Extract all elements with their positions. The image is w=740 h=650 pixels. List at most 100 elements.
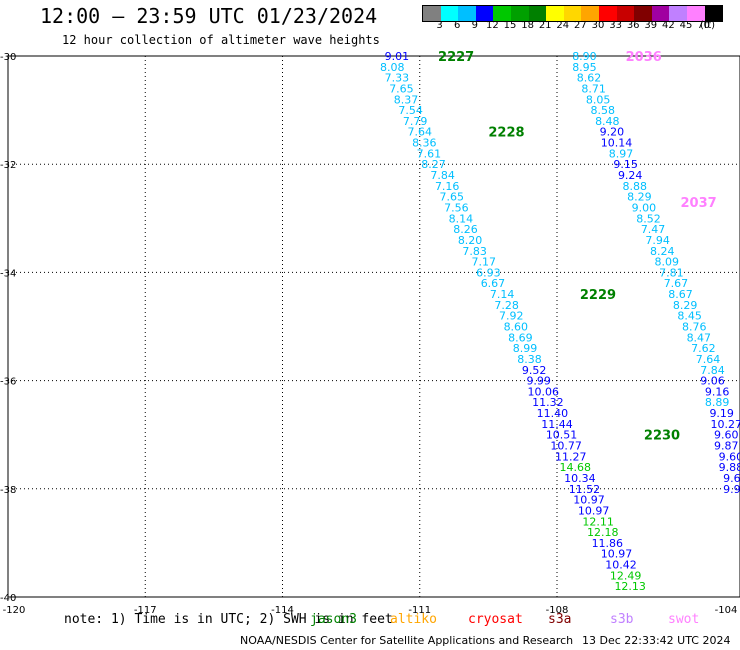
swh-value-label: 8.69 <box>508 331 533 344</box>
colorbar-unit: (ft) <box>700 20 716 31</box>
swh-value-label: 7.84 <box>430 169 455 182</box>
swh-value-label: 7.14 <box>490 288 515 301</box>
mission-legend-item: jason3 <box>310 612 357 627</box>
x-tick-label: -111 <box>408 605 431 616</box>
colorbar-tick-label: 15 <box>503 20 517 31</box>
swh-value-label: 8.26 <box>453 223 478 236</box>
swh-value-label: 7.94 <box>645 234 670 247</box>
swh-value-label: 8.97 <box>609 147 634 160</box>
swh-value-label: 8.99 <box>513 342 538 355</box>
colorbar-swatch <box>581 6 599 21</box>
swh-value-label: 12.13 <box>614 580 646 593</box>
swh-value-label: 9.99 <box>526 375 551 388</box>
swh-value-label: 7.16 <box>435 180 460 193</box>
colorbar-tick-label: 70 <box>697 20 710 31</box>
colorbar-tick-label: 33 <box>609 20 622 31</box>
y-tick-label: -38 <box>0 485 16 496</box>
swh-value-label: 8.08 <box>380 61 405 74</box>
y-tick-label: -34 <box>0 268 16 279</box>
pass-time-label: 2227 <box>438 50 474 65</box>
pass-time-label: 2037 <box>681 196 717 211</box>
colorbar-swatch <box>651 6 670 21</box>
swh-value-label: 8.37 <box>394 93 419 106</box>
swh-value-label: 12.49 <box>610 569 642 582</box>
y-tick-label: -30 <box>0 52 16 63</box>
swh-value-label: 7.17 <box>472 256 497 269</box>
y-tick-label: -36 <box>0 377 16 388</box>
swh-value-label: 8.09 <box>655 256 680 269</box>
swh-value-label: 6.67 <box>481 277 506 290</box>
swh-value-label: 8.58 <box>591 104 616 117</box>
swh-value-label: 8.45 <box>677 310 702 323</box>
chart-subtitle: 12 hour collection of altimeter wave hei… <box>62 33 380 47</box>
swh-value-label: 14.68 <box>560 461 592 474</box>
swh-value-label: 6.93 <box>476 266 501 279</box>
swh-value-label: 10.97 <box>601 548 633 561</box>
swh-value-label: 8.60 <box>504 321 529 334</box>
swh-value-label: 9.06 <box>700 375 725 388</box>
swh-value-label: 10.42 <box>605 559 637 572</box>
swh-value-label: 7.56 <box>444 201 469 214</box>
colorbar-swatch <box>440 6 459 21</box>
chart-title: 12:00 — 23:59 UTC 01/23/2024 <box>40 4 378 28</box>
swh-value-label: 8.67 <box>668 288 693 301</box>
swh-value-label: 8.29 <box>673 299 698 312</box>
colorbar-swatch <box>704 6 723 21</box>
x-tick-label: -114 <box>271 605 294 616</box>
swh-value-label: 10.06 <box>528 385 560 398</box>
x-tick-label: -117 <box>134 605 157 616</box>
swh-value-label: 8.20 <box>458 234 483 247</box>
swh-value-label: 8.29 <box>627 191 652 204</box>
swh-value-label: 11.32 <box>532 396 564 409</box>
swh-value-label: 8.14 <box>449 212 474 225</box>
colorbar-tick-label: 36 <box>626 20 640 31</box>
colorbar-tick-label: 9 <box>471 20 478 31</box>
swh-value-label: 7.47 <box>641 223 666 236</box>
swh-value-label: 8.90 <box>572 50 597 63</box>
swh-value-label: 7.61 <box>417 147 442 160</box>
swh-value-label: 8.47 <box>687 331 712 344</box>
colorbar-tick-label: 27 <box>574 20 587 31</box>
swh-value-label: 7.65 <box>440 191 465 204</box>
swh-value-label: 7.67 <box>664 277 689 290</box>
swh-value-label: 7.84 <box>700 364 725 377</box>
plot-frame <box>7 55 740 598</box>
mission-legend-item: swot <box>668 612 700 627</box>
swh-value-label: 12.11 <box>582 515 614 528</box>
colorbar-tick-label: 18 <box>521 20 534 31</box>
credit-footer: NOAA/NESDIS Center for Satellite Applica… <box>240 634 574 647</box>
swh-value-label: 9.60 <box>714 429 739 442</box>
swh-value-label: 7.92 <box>499 310 524 323</box>
swh-value-label: 8.36 <box>412 137 437 150</box>
colorbar-swatch <box>493 6 511 21</box>
swh-value-label: 9.00 <box>632 201 657 214</box>
colorbar-tick-label: 21 <box>538 20 552 31</box>
swh-value-label: 9.87 <box>714 440 739 453</box>
swh-value-label: 7.64 <box>408 126 433 139</box>
mission-legend-item: s3a <box>548 612 572 627</box>
colorbar-tick-label: 45 <box>679 20 693 31</box>
swh-value-label: 7.33 <box>385 72 410 85</box>
x-tick-label: -104 <box>715 605 738 616</box>
colorbar-swatch <box>634 6 652 21</box>
swh-value-label: 7.64 <box>696 353 721 366</box>
swh-value-label: 9.88 <box>719 461 740 474</box>
swh-value-label: 10.97 <box>573 494 605 507</box>
swh-value-label: 9.96 <box>723 483 740 496</box>
mission-legend-item: s3b <box>610 612 634 627</box>
swh-value-label: 10.97 <box>578 504 610 517</box>
swh-value-label: 9.15 <box>613 158 638 171</box>
swh-value-label: 11.40 <box>537 407 569 420</box>
swh-value-label: 7.54 <box>398 104 423 117</box>
swh-value-label: 11.27 <box>555 450 587 463</box>
swh-value-label: 9.19 <box>709 407 734 420</box>
colorbar-swatch <box>563 6 582 21</box>
colorbar-tick-label: 39 <box>644 20 658 31</box>
swh-value-label: 8.52 <box>636 212 661 225</box>
swh-value-label: 8.62 <box>577 72 602 85</box>
swh-value-label: 10.14 <box>601 137 633 150</box>
y-tick-label: -40 <box>0 593 16 604</box>
swh-value-label: 11.86 <box>592 537 624 550</box>
swh-value-label: 9.20 <box>600 126 625 139</box>
pass-time-label: 2036 <box>626 50 662 65</box>
